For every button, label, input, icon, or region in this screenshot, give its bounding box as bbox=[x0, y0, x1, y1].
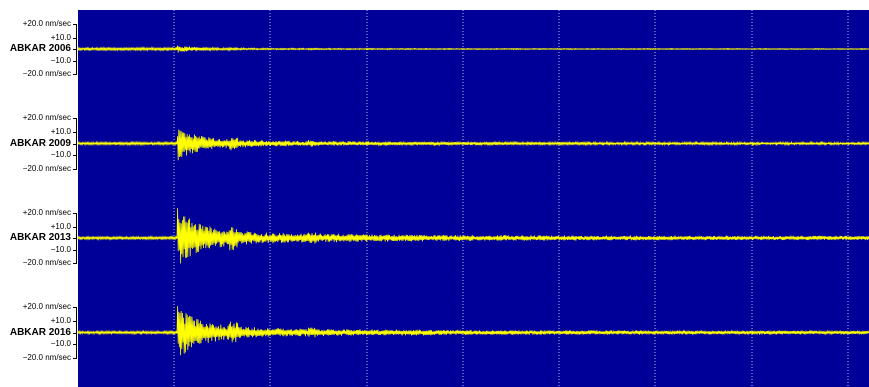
amplitude-tick-upper-2: +10.0 bbox=[50, 127, 71, 136]
amplitude-tick-lower-2: −10.0 bbox=[50, 150, 71, 159]
waveform-trace-3 bbox=[78, 208, 869, 264]
amplitude-tick-lower-4: −10.0 bbox=[50, 339, 71, 348]
station-label-4: ABKAR 2016 bbox=[9, 326, 71, 338]
amplitude-tick-bottom-1: −20.0 nm/sec bbox=[22, 69, 71, 79]
axis-tick-mark bbox=[73, 143, 77, 145]
amplitude-tick-top-4: +20.0 nm/sec bbox=[22, 302, 71, 312]
axis-tick-mark bbox=[73, 238, 77, 239]
amplitude-tick-bottom-4: −20.0 nm/sec bbox=[22, 352, 71, 362]
axis-tick-mark bbox=[73, 332, 77, 334]
station-label-1: ABKAR 2006 bbox=[9, 43, 71, 54]
amplitude-axis-line-4 bbox=[76, 307, 77, 358]
station-label-2: ABKAR 2009 bbox=[9, 137, 71, 149]
axis-tick-mark bbox=[73, 321, 77, 322]
amplitude-tick-top-1: +20.0 nm/sec bbox=[22, 18, 71, 28]
axis-tick-mark bbox=[73, 307, 77, 309]
amplitude-tick-upper-1: +10.0 bbox=[50, 32, 71, 42]
axis-tick-mark bbox=[73, 212, 77, 214]
seismogram-plot[interactable] bbox=[78, 10, 869, 387]
amplitude-axis-line-1 bbox=[76, 23, 77, 75]
amplitude-axis-line-3 bbox=[76, 212, 77, 264]
amplitude-tick-top-2: +20.0 nm/sec bbox=[22, 113, 71, 123]
axis-tick-mark bbox=[73, 226, 77, 228]
axis-tick-mark bbox=[73, 118, 77, 120]
amplitude-axis-panel: +20.0 nm/sec +10.0 −10.0 −20.0 nm/sec ABKAR … bbox=[0, 0, 78, 387]
amplitude-tick-lower-3: −10.0 bbox=[50, 244, 71, 254]
axis-tick-mark bbox=[73, 357, 77, 359]
axis-tick-mark bbox=[73, 132, 77, 133]
station-label-3: ABKAR 2013 bbox=[9, 232, 71, 243]
axis-tick-mark bbox=[73, 168, 77, 170]
waveform-trace-4 bbox=[78, 306, 869, 356]
waveform-trace-1 bbox=[78, 45, 869, 53]
axis-tick-mark bbox=[73, 60, 77, 62]
axis-tick-mark bbox=[73, 263, 77, 265]
axis-tick-mark bbox=[73, 37, 77, 39]
axis-tick-mark bbox=[73, 49, 77, 50]
axis-tick-mark bbox=[73, 23, 77, 25]
amplitude-tick-bottom-3: −20.0 nm/sec bbox=[22, 258, 71, 268]
amplitude-tick-upper-4: +10.0 bbox=[50, 316, 71, 325]
axis-tick-mark bbox=[73, 74, 77, 76]
amplitude-tick-lower-1: −10.0 bbox=[50, 55, 71, 65]
amplitude-tick-upper-3: +10.0 bbox=[50, 221, 71, 231]
amplitude-tick-bottom-2: −20.0 nm/sec bbox=[22, 163, 71, 173]
waveform-trace-2 bbox=[78, 129, 869, 161]
axis-tick-mark bbox=[73, 249, 77, 251]
axis-tick-mark bbox=[73, 344, 77, 345]
amplitude-axis-line-2 bbox=[76, 118, 77, 169]
axis-tick-mark bbox=[73, 155, 77, 156]
seismogram-plot-area[interactable] bbox=[78, 10, 869, 387]
amplitude-tick-top-3: +20.0 nm/sec bbox=[22, 207, 71, 217]
